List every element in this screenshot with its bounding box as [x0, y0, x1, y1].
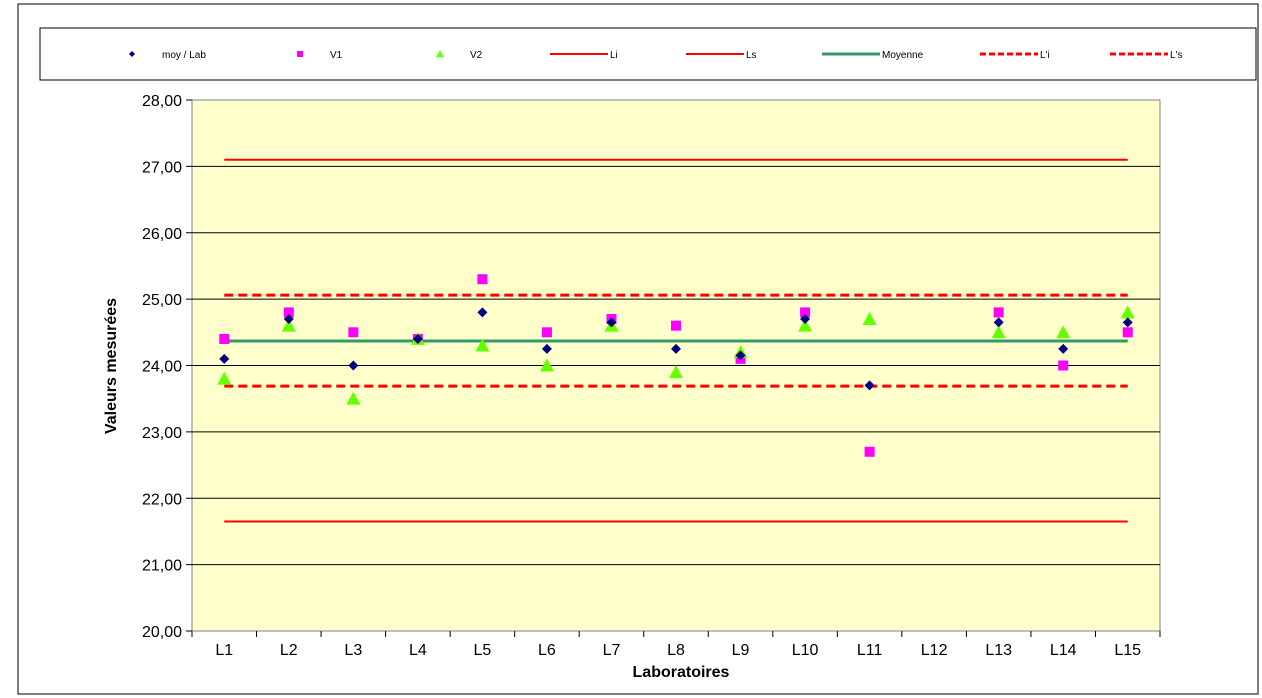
- point-triangle: [346, 391, 361, 405]
- point-square: [477, 274, 488, 285]
- legend-items: moy / Lab V1 V2 Li Ls Moyenne L'i L's: [129, 50, 1182, 61]
- y-tick-label: 23,00: [142, 425, 182, 442]
- x-tick-label: L5: [474, 642, 492, 659]
- point-diamond: [606, 317, 617, 328]
- legend-symbol-triangle: [436, 50, 444, 58]
- x-tick-label: L7: [603, 642, 621, 659]
- legend-symbol-square: [297, 51, 303, 57]
- point-triangle: [669, 365, 683, 379]
- point-square: [348, 327, 359, 338]
- point-diamond: [864, 380, 875, 391]
- reference-lines: [224, 158, 1128, 523]
- legend-box: [39, 27, 1257, 81]
- point-triangle: [991, 325, 1006, 339]
- point-diamond: [219, 353, 230, 364]
- y-tick-label: 22,00: [142, 491, 182, 508]
- legend-label: V1: [330, 50, 343, 61]
- legend-label: L's: [1170, 50, 1182, 61]
- y-tick-label: 27,00: [142, 159, 182, 176]
- legend-symbol-diamond: [129, 51, 135, 57]
- point-triangle: [862, 312, 877, 325]
- point-square: [1122, 327, 1133, 338]
- point-square: [283, 307, 294, 318]
- point-diamond: [412, 333, 423, 344]
- point-triangle: [539, 358, 554, 372]
- x-tick-label: L12: [921, 642, 948, 659]
- point-diamond: [541, 343, 552, 354]
- x-tick-label: L6: [538, 642, 556, 659]
- point-triangle: [475, 338, 490, 352]
- point-diamond: [283, 314, 294, 325]
- y-axis-title: Valeurs mesurées: [103, 298, 120, 434]
- point-triangle: [1120, 305, 1135, 319]
- x-tick-label: L15: [1114, 642, 1141, 659]
- legend-label: V2: [470, 50, 483, 61]
- x-tick-label: L9: [732, 642, 750, 659]
- point-diamond: [477, 307, 488, 318]
- legend-label: Ls: [746, 50, 757, 61]
- point-diamond: [1058, 343, 1069, 354]
- point-triangle: [281, 318, 296, 332]
- legend-label: L'i: [1040, 50, 1050, 61]
- point-square: [800, 307, 811, 318]
- point-triangle: [798, 318, 813, 332]
- point-diamond: [993, 317, 1004, 328]
- point-diamond: [735, 350, 746, 361]
- point-diamond: [1122, 317, 1133, 328]
- point-square: [541, 327, 552, 338]
- y-tick-label: 28,00: [142, 93, 182, 110]
- x-tick-label: L4: [409, 642, 427, 659]
- data-markers: [217, 274, 1135, 457]
- x-tick-label: L10: [792, 642, 819, 659]
- x-tick-label: L3: [344, 642, 362, 659]
- x-tick-label: L2: [280, 642, 298, 659]
- legend-label: moy / Lab: [162, 50, 206, 61]
- y-tick-label: 21,00: [142, 558, 182, 575]
- point-square: [864, 446, 875, 457]
- legend-label: Li: [610, 50, 618, 61]
- point-square: [993, 307, 1004, 318]
- x-tick-label: L11: [857, 642, 883, 659]
- x-tick-label: L14: [1050, 642, 1077, 659]
- point-triangle: [1056, 325, 1071, 339]
- x-tick-label: L8: [667, 642, 685, 659]
- x-tick-label: L1: [215, 642, 233, 659]
- x-tick-label: L13: [985, 642, 1012, 659]
- y-tick-label: 20,00: [142, 624, 182, 641]
- legend-label: Moyenne: [882, 50, 924, 61]
- point-diamond: [348, 360, 359, 371]
- x-axis-ticks: L1 L2 L3 L4 L5 L6 L7 L8 L9 L10 L11 L12 L13 L14 L15: [191, 631, 1161, 659]
- y-axis-ticks: 20,00 21,00 22,00 23,00 24,00 25,00 26,00 27,00…: [142, 93, 192, 641]
- point-diamond: [671, 343, 681, 354]
- point-square: [219, 333, 230, 344]
- y-tick-label: 24,00: [142, 359, 182, 376]
- point-square: [671, 320, 681, 331]
- legend: moy / Lab V1 V2 Li Ls Moyenne L'i L's: [39, 27, 1257, 81]
- y-tick-label: 26,00: [142, 226, 182, 243]
- point-diamond: [800, 314, 811, 325]
- point-triangle: [217, 371, 232, 385]
- y-tick-label: 25,00: [142, 292, 182, 309]
- x-axis-title: Laboratoires: [633, 664, 730, 681]
- point-square: [1058, 360, 1069, 371]
